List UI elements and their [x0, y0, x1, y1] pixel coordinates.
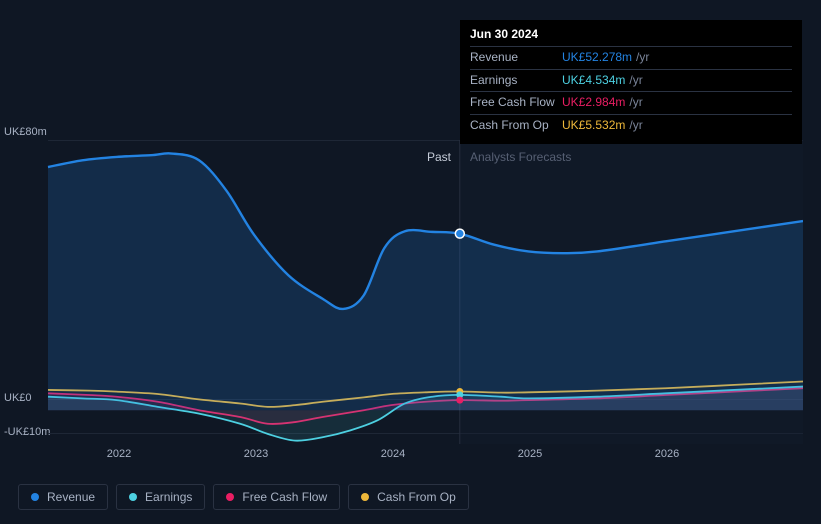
tooltip-value: UK£52.278m	[562, 49, 632, 66]
legend-label: Earnings	[145, 490, 192, 504]
chart-tooltip: Jun 30 2024 Revenue UK£52.278m /yr Earni…	[460, 20, 802, 144]
tooltip-unit: /yr	[629, 117, 642, 134]
x-axis-label: 2022	[107, 448, 131, 460]
tooltip-value: UK£4.534m	[562, 72, 625, 89]
legend-label: Free Cash Flow	[242, 490, 327, 504]
tooltip-label: Free Cash Flow	[470, 94, 562, 111]
tooltip-unit: /yr	[636, 49, 649, 66]
legend-dot-icon	[31, 493, 39, 501]
tooltip-value: UK£5.532m	[562, 117, 625, 134]
legend-item-fcf[interactable]: Free Cash Flow	[213, 484, 340, 510]
tooltip-label: Earnings	[470, 72, 562, 89]
tooltip-row: Cash From Op UK£5.532m /yr	[470, 114, 792, 136]
tooltip-label: Cash From Op	[470, 117, 562, 134]
legend-item-revenue[interactable]: Revenue	[18, 484, 108, 510]
legend-dot-icon	[361, 493, 369, 501]
legend-item-earnings[interactable]: Earnings	[116, 484, 205, 510]
legend-dot-icon	[129, 493, 137, 501]
tooltip-label: Revenue	[470, 49, 562, 66]
legend-label: Cash From Op	[377, 490, 456, 504]
tooltip-row: Free Cash Flow UK£2.984m /yr	[470, 91, 792, 113]
legend-label: Revenue	[47, 490, 95, 504]
tooltip-unit: /yr	[629, 72, 642, 89]
x-axis-label: 2025	[518, 448, 542, 460]
x-axis-label: 2024	[381, 448, 405, 460]
x-axis-label: 2026	[655, 448, 679, 460]
tooltip-row: Revenue UK£52.278m /yr	[470, 46, 792, 68]
tooltip-row: Earnings UK£4.534m /yr	[470, 69, 792, 91]
tooltip-date: Jun 30 2024	[470, 26, 792, 46]
tooltip-value: UK£2.984m	[562, 94, 625, 111]
legend-item-cfo[interactable]: Cash From Op	[348, 484, 469, 510]
x-axis-label: 2023	[244, 448, 268, 460]
forecast-chart	[18, 130, 803, 444]
tooltip-unit: /yr	[629, 94, 642, 111]
legend-dot-icon	[226, 493, 234, 501]
chart-legend: Revenue Earnings Free Cash Flow Cash Fro…	[18, 484, 469, 510]
